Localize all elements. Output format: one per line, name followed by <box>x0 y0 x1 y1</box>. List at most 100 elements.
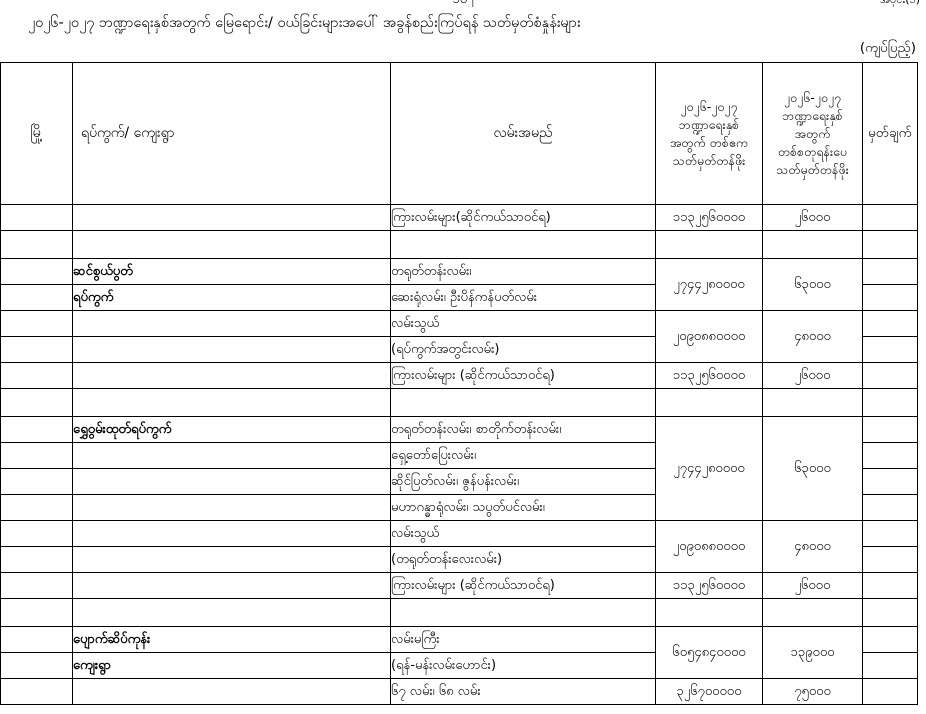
cell-value-per-acre <box>655 388 763 417</box>
column-header-value-per-square-foot: ၂၀၂၆-၂၀၂၇ ဘဏ္ဍာရေးနှစ် အတွက် တစ်စတုရန်းပ… <box>762 62 863 205</box>
currency-unit-note: (ကျပ်ပြည့်) <box>859 40 916 56</box>
header-line: ဘဏ္ဍာရေးနှစ် <box>678 116 740 132</box>
land-valuation-table-container: မြို့ ရပ်ကွက်/ ကျေးရွာ လမ်းအမည် ၂၀၂၆-၂၀၂… <box>0 62 918 705</box>
column-header-value-per-acre: ၂၀၂၆-၂၀၂၇ ဘဏ္ဍာရေးနှစ် အတွက် တစ်ဧက သတ်မှ… <box>655 62 763 205</box>
header-line: ၂၀၂၆-၂၀၂၇ <box>680 98 738 114</box>
cell-value-per-acre <box>655 230 763 259</box>
column-header-township: မြို့ <box>0 62 73 205</box>
cell-ward-village <box>72 362 391 389</box>
cell-value-per-acre: ၃၂၆၇၀၀၀၀၀ <box>655 678 763 705</box>
table-header-row: မြို့ ရပ်ကွက်/ ကျေးရွာ လမ်းအမည် ၂၀၂၆-၂၀၂… <box>0 62 918 205</box>
cell-value-per-square-foot: ၂၆၀၀၀ <box>762 572 863 599</box>
cell-street-name: ကြားလမ်းများ(ဆိုင်ကယ်သာဝင်ရ) <box>390 204 656 231</box>
cell-remark <box>862 258 918 285</box>
running-head-right-label: အပိုင်း(၁) <box>880 0 920 7</box>
header-line: အတွက် <box>794 125 831 141</box>
cell-value-per-square-foot: ၂၆၀၀၀ <box>762 362 863 389</box>
cell-remark <box>862 230 918 259</box>
cell-remark <box>862 388 918 417</box>
cell-ward-village: ပျောက်ဆိပ်ကုန်း <box>72 626 391 653</box>
cell-ward-village <box>72 598 391 627</box>
cell-remark <box>862 468 918 495</box>
cell-value-per-square-foot <box>762 388 863 417</box>
cell-remark <box>862 310 918 337</box>
cell-township <box>0 362 73 389</box>
cell-street-name: လမ်းသွယ် <box>390 310 656 337</box>
cell-remark <box>862 416 918 443</box>
cell-value-per-acre: ၂၀၉၀၈၈၀၀၀၀ <box>655 310 763 363</box>
table-spacer-row <box>0 388 918 417</box>
cell-remark <box>862 362 918 389</box>
running-head: ၁၀၂ အပိုင်း(၁) <box>0 0 926 7</box>
cell-township <box>0 468 73 495</box>
cell-street-name: (ရန်-မန်းလမ်းဟောင်း) <box>390 652 656 679</box>
table-row: ဆင်စွယ်ပွတ် တရုတ်တန်းလမ်း၊ ၂၇၄၄၂၈၀၀၀၀ ၆၃၀၀၀ <box>0 258 918 311</box>
cell-ward-village: ရပ်ကွက် <box>72 284 391 311</box>
cell-value-per-acre: ၁၁၃၂၅၆၀၀၀၀ <box>655 362 763 389</box>
header-line: သတ်မှတ်တန်ဖိုး <box>672 152 746 168</box>
cell-ward-village <box>72 230 391 259</box>
cell-value-per-acre: ၁၁၃၂၅၆၀၀၀၀ <box>655 572 763 599</box>
cell-township <box>0 572 73 599</box>
cell-ward-village <box>72 204 391 231</box>
cell-township <box>0 494 73 521</box>
cell-street-name <box>390 598 656 627</box>
cell-street-name <box>390 388 656 417</box>
cell-township <box>0 520 73 547</box>
table-row: ၆၇ လမ်း၊ ၆၈ လမ်း ၃၂၆၇၀၀၀၀၀ ၇၅၀၀၀ <box>0 678 918 705</box>
cell-street-name: လမ်းမကြီး <box>390 626 656 653</box>
cell-ward-village <box>72 520 391 547</box>
column-header-ward-village: ရပ်ကွက်/ ကျေးရွာ <box>72 62 391 205</box>
table-row: ကျေးရွာ (ရန်-မန်းလမ်းဟောင်း) <box>0 652 918 679</box>
cell-value-per-acre: ၂၀၉၀၈၈၀၀၀၀ <box>655 520 763 573</box>
cell-value-per-square-foot: ၄၈၀၀၀ <box>762 310 863 363</box>
cell-ward-village <box>72 468 391 495</box>
cell-street-name: ကြားလမ်းများ (ဆိုင်ကယ်သာဝင်ရ) <box>390 362 656 389</box>
title-block: ၂၀၂၆-၂၀၂၇ ဘဏ္ဍာရေးနှစ်အတွက် မြေရောင်း/ ဝ… <box>0 13 926 57</box>
cell-township <box>0 416 73 443</box>
cell-township <box>0 678 73 705</box>
column-header-remark: မှတ်ချက် <box>862 62 918 205</box>
cell-remark <box>862 520 918 547</box>
cell-ward-village <box>72 442 391 469</box>
cell-ward-village <box>72 572 391 599</box>
cell-township <box>0 284 73 311</box>
header-line: ၂၀၂၆-၂၀၂၇ <box>783 89 842 105</box>
cell-remark <box>862 336 918 363</box>
table-row: ရွှေဝွမ်းထုတ်ရပ်ကွက် တရုတ်တန်းလမ်း၊ စာတို… <box>0 416 918 521</box>
cell-township <box>0 652 73 679</box>
table-spacer-row <box>0 230 918 259</box>
table-row: လမ်းသွယ် ၂၀၉၀၈၈၀၀၀၀ ၄၈၀၀၀ <box>0 520 918 573</box>
cell-township <box>0 598 73 627</box>
cell-township <box>0 258 73 285</box>
cell-street-name: ကြားလမ်းများ (ဆိုင်ကယ်သာဝင်ရ) <box>390 572 656 599</box>
cell-township <box>0 336 73 363</box>
cell-ward-village <box>72 336 391 363</box>
cell-remark <box>862 546 918 573</box>
cell-ward-village <box>72 310 391 337</box>
cell-township <box>0 310 73 337</box>
header-line: တစ်စတုရန်းပေ <box>777 143 848 159</box>
cell-street-name: ဆေးရုံလမ်း၊ ဦးပိန်ကန်ပတ်လမ်း <box>390 284 656 311</box>
cell-remark <box>862 572 918 599</box>
cell-street-name: (တရုတ်တန်းလေးလမ်း) <box>390 546 656 573</box>
cell-value-per-square-foot <box>762 230 863 259</box>
cell-street-name <box>390 230 656 259</box>
cell-value-per-acre <box>655 598 763 627</box>
cell-street-name: တရုတ်တန်းလမ်း၊ <box>390 258 656 285</box>
cell-value-per-acre: ၂၇၄၄၂၈၀၀၀၀ <box>655 258 763 311</box>
header-line: ဘဏ္ဍာရေးနှစ် <box>782 107 843 123</box>
cell-street-name: ဆိုင်ပြတ်လမ်း၊ ဇွန်ပန်းလမ်း၊ <box>390 468 656 495</box>
cell-remark <box>862 678 918 705</box>
cell-remark <box>862 204 918 231</box>
cell-township <box>0 230 73 259</box>
table-row: ကြားလမ်းများ (ဆိုင်ကယ်သာဝင်ရ) ၁၁၃၂၅၆၀၀၀၀၂… <box>0 362 918 389</box>
cell-remark <box>862 598 918 627</box>
cell-remark <box>862 626 918 653</box>
cell-township <box>0 626 73 653</box>
cell-value-per-square-foot: ၁၃၉၀၀၀ <box>762 626 863 679</box>
cell-street-name: ရှေ့တော်ပြေးလမ်း၊ <box>390 442 656 469</box>
cell-value-per-square-foot: ၆၃၀၀၀ <box>762 258 863 311</box>
cell-ward-village: ကျေးရွာ <box>72 652 391 679</box>
table-row: မဟာဂန္ဓာရုံလမ်း၊ သပွတ်ပင်လမ်း၊ <box>0 494 918 521</box>
